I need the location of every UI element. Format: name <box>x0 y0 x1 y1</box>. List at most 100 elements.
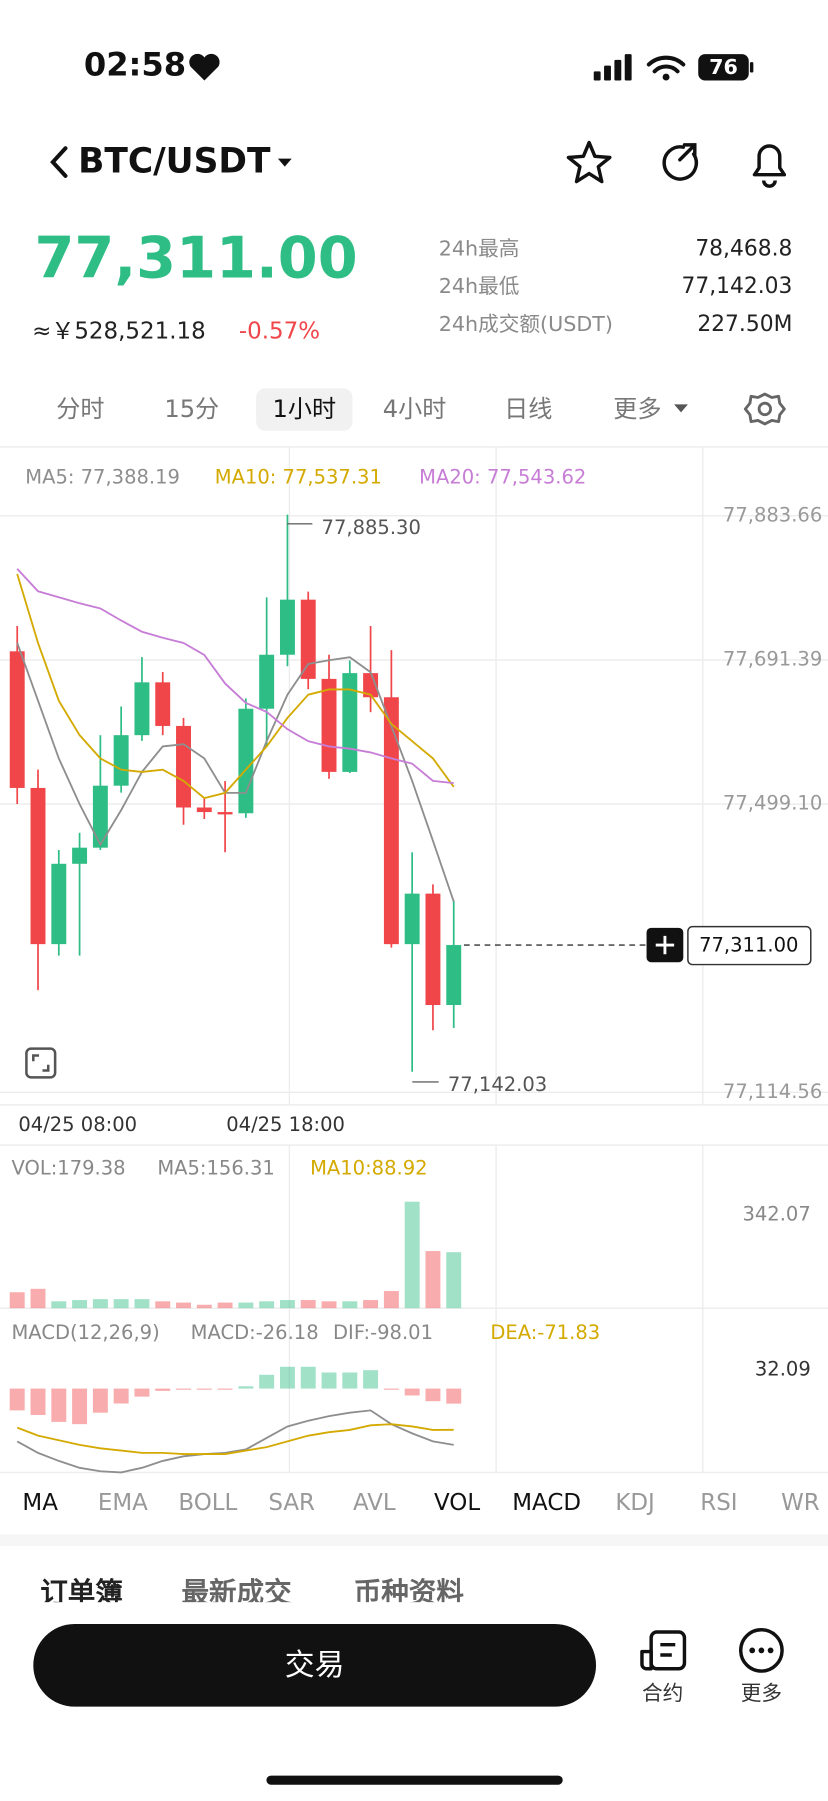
active-tab-bg <box>256 388 353 431</box>
trade-button[interactable] <box>33 1623 597 1707</box>
indicator-tab[interactable]: MACD <box>512 1490 581 1516</box>
indicator-tab[interactable]: AVL <box>353 1490 396 1516</box>
volume-bar <box>9 1292 25 1309</box>
candle-body <box>238 708 254 814</box>
volume-bar <box>134 1299 150 1309</box>
macd-bar <box>383 1388 399 1390</box>
favorite-icon[interactable] <box>566 140 612 184</box>
macd-legend-item: DEA:-71.83 <box>490 1321 600 1344</box>
ma5-line <box>16 642 455 902</box>
trade-label[interactable]: 交易 <box>285 1648 345 1683</box>
vol-legend-item: VOL:179.38 <box>11 1157 125 1180</box>
x-label: 04/25 18:00 <box>226 1113 345 1136</box>
more-caret[interactable] <box>674 404 688 413</box>
ma-legend-item: MA10: 77,537.31 <box>215 465 382 488</box>
share-icon[interactable] <box>662 145 699 181</box>
contract-icon[interactable] <box>640 1630 687 1671</box>
settings-icon[interactable] <box>743 392 786 426</box>
macd-bar <box>238 1386 254 1389</box>
macd-bar <box>259 1374 275 1389</box>
price-tag-label: 77,311.00 <box>699 934 798 957</box>
volume-bar <box>113 1299 129 1309</box>
dea-line <box>16 1423 454 1455</box>
volume-bar <box>259 1301 275 1309</box>
indicator-tab[interactable]: SAR <box>268 1490 315 1516</box>
vol-legend-item: MA5:156.31 <box>157 1157 274 1180</box>
indicator-tab[interactable]: BOLL <box>178 1490 237 1516</box>
volume-bar <box>446 1252 462 1309</box>
macd-bar <box>300 1366 316 1389</box>
macd-bar <box>176 1388 191 1390</box>
last-price: 77,311.00 <box>34 225 357 292</box>
ma-legend: MA5: 77,388.19 MA10: 77,537.31 MA20: 77,… <box>25 465 586 488</box>
indicator-tabs: MA EMA BOLL SAR AVL VOL MACD KDJ RSI WR <box>22 1490 819 1516</box>
stat-value: 78,468.8 <box>695 236 792 261</box>
indicator-tab[interactable]: EMA <box>98 1490 148 1516</box>
volume-bar <box>383 1291 399 1309</box>
macd-legend-item: MACD(12,26,9) <box>11 1321 159 1344</box>
ma-legend-item: MA20: 77,543.62 <box>419 465 586 488</box>
indicator-tab[interactable]: VOL <box>434 1490 480 1516</box>
indicator-tab[interactable]: WR <box>781 1490 820 1516</box>
volume-bar <box>279 1300 295 1309</box>
panel-borders <box>0 446 828 1474</box>
indicator-tab[interactable]: MA <box>22 1490 58 1516</box>
timeframe-tab[interactable]: 4小时 <box>383 395 447 423</box>
candle-body <box>446 945 462 1006</box>
macd-bar <box>342 1372 358 1389</box>
candle-body <box>113 735 129 786</box>
macd-bar <box>446 1388 462 1404</box>
stat-label: 24h成交额(USDT) <box>439 312 613 336</box>
more-icon[interactable] <box>738 1628 784 1673</box>
volume-bar <box>72 1300 88 1309</box>
expand-icon[interactable] <box>25 1047 57 1079</box>
fiat-price: ≈￥528,521.18 <box>32 319 206 345</box>
vol-legend-item: MA10:88.92 <box>310 1157 427 1180</box>
candle-body <box>279 599 295 655</box>
timeframe-tab[interactable]: 分时 <box>56 395 104 423</box>
macd-bar <box>425 1388 441 1402</box>
y-tick-label: 77,691.39 <box>723 647 822 670</box>
vol-legend: VOL:179.38 MA5:156.31 MA10:88.92 <box>11 1157 427 1180</box>
macd-bar <box>363 1370 379 1389</box>
macd-legend: MACD(12,26,9) MACD:-26.18 DIF:-98.01 DEA… <box>11 1321 600 1344</box>
macd-bar <box>30 1388 46 1415</box>
pair-caret[interactable] <box>277 158 292 167</box>
pair-title[interactable]: BTC/USDT <box>78 142 271 182</box>
timeframe-tabs: 分时 15分 1小时 4小时 日线 更多 <box>56 388 661 431</box>
stat-label: 24h最低 <box>439 274 520 298</box>
timeframe-tab[interactable]: 日线 <box>504 395 552 423</box>
volume-bar <box>238 1302 254 1309</box>
low-label: 77,142.03 <box>448 1073 547 1096</box>
timeframe-tab[interactable]: 1小时 <box>273 395 337 423</box>
contract-label[interactable]: 合约 <box>642 1681 683 1705</box>
dif-line <box>16 1409 454 1474</box>
candle-body <box>92 785 108 848</box>
volume-bar <box>300 1300 316 1309</box>
candle-body <box>51 863 67 945</box>
price-chart: 77,883.66 77,691.39 77,499.10 77,114.56 77,3… <box>0 503 828 1474</box>
macd-bar <box>92 1388 108 1413</box>
candle-body <box>134 682 150 736</box>
macd-bar <box>155 1388 171 1391</box>
share-arrow <box>678 143 697 162</box>
candle-body <box>9 651 25 788</box>
price-tag <box>687 925 812 966</box>
back-button[interactable] <box>50 146 68 178</box>
y-tick-label: 77,883.66 <box>723 503 822 526</box>
y-tick-label: 32.09 <box>755 1358 811 1381</box>
high-label: 77,885.30 <box>322 516 421 539</box>
x-label: 04/25 08:00 <box>18 1113 137 1136</box>
candle-body <box>176 725 191 808</box>
indicator-tab[interactable]: RSI <box>700 1490 737 1516</box>
more-label[interactable]: 更多 <box>741 1681 782 1705</box>
indicator-tab[interactable]: KDJ <box>615 1490 654 1516</box>
volume-bar <box>217 1302 233 1309</box>
candle-body <box>383 697 399 945</box>
timeframe-tab[interactable]: 更多 <box>613 395 661 423</box>
timeframe-tab[interactable]: 15分 <box>164 395 219 423</box>
candle-body <box>342 673 358 772</box>
bell-icon[interactable] <box>752 144 787 188</box>
y-tick-label: 77,499.10 <box>723 792 822 815</box>
